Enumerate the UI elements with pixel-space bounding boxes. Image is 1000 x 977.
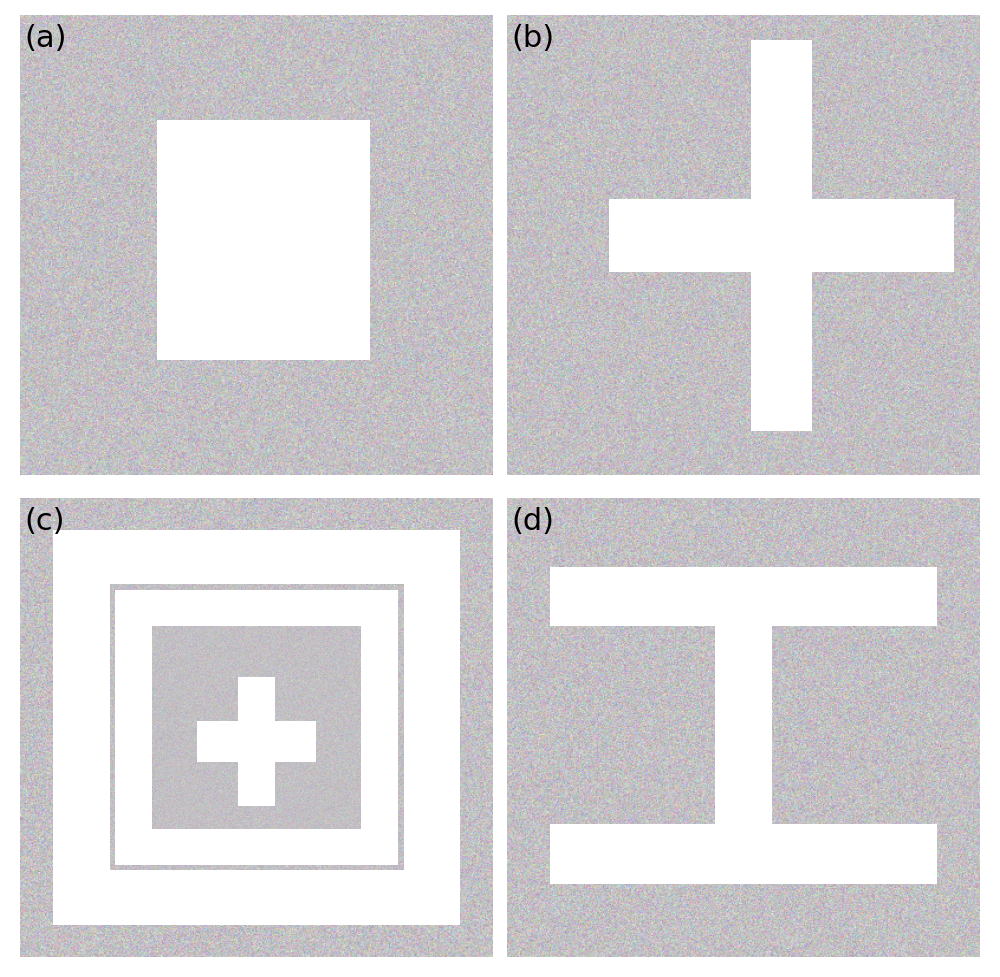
Bar [238, 677, 275, 806]
Bar [550, 567, 937, 626]
Bar [609, 198, 954, 273]
Bar [715, 626, 772, 824]
Text: (d): (d) [512, 507, 555, 535]
Bar [550, 824, 937, 884]
Bar [751, 40, 812, 431]
Bar [197, 721, 316, 762]
Text: (c): (c) [25, 507, 65, 535]
Text: (b): (b) [512, 23, 555, 53]
Bar [157, 120, 370, 360]
Bar [53, 530, 460, 925]
Text: (a): (a) [25, 23, 67, 53]
Bar [115, 589, 398, 866]
